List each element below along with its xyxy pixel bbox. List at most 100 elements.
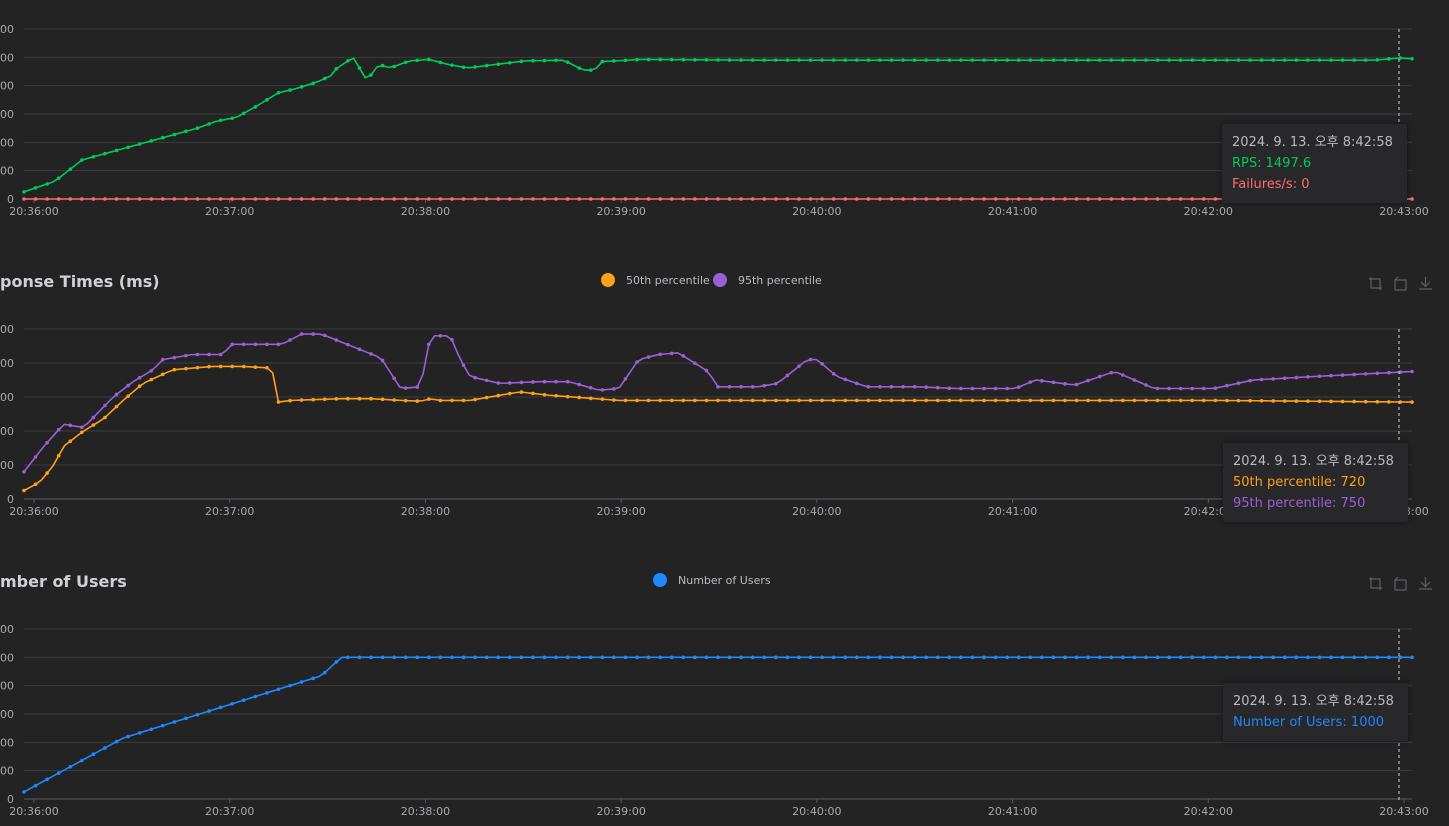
data-point xyxy=(1213,398,1218,403)
data-point xyxy=(727,385,732,389)
restore-icon[interactable] xyxy=(1393,276,1408,291)
y-tick-label: 00 xyxy=(0,765,14,778)
data-point xyxy=(1190,398,1195,403)
response-tooltip-p50: 50th percentile: 720 xyxy=(1233,475,1366,490)
data-point xyxy=(1306,655,1310,660)
data-point xyxy=(218,705,223,710)
data-point xyxy=(311,397,315,402)
data-point xyxy=(1398,655,1403,660)
data-point xyxy=(473,655,477,660)
data-point xyxy=(265,342,269,347)
data-point xyxy=(45,471,49,475)
data-point xyxy=(912,197,917,201)
data-point xyxy=(947,58,952,62)
data-point xyxy=(91,752,96,757)
data-point xyxy=(508,655,512,660)
data-point xyxy=(1097,398,1102,403)
data-point xyxy=(68,197,73,201)
data-point xyxy=(1178,58,1183,62)
data-point xyxy=(889,398,894,403)
data-point xyxy=(993,655,998,660)
data-point xyxy=(1051,398,1056,403)
data-point xyxy=(588,68,593,72)
data-point xyxy=(450,63,454,67)
data-point xyxy=(334,67,339,71)
data-point xyxy=(1144,58,1148,62)
data-point xyxy=(149,368,154,373)
data-point xyxy=(33,455,38,459)
data-point xyxy=(1086,197,1090,201)
chart-title: ponse Times (ms) xyxy=(0,272,160,291)
download-icon[interactable] xyxy=(1418,576,1433,591)
data-point xyxy=(1410,400,1414,404)
response-tooltip-p95: 95th percentile: 750 xyxy=(1233,496,1366,511)
data-point xyxy=(531,380,535,384)
crop-icon[interactable] xyxy=(1368,276,1383,291)
data-point xyxy=(565,379,570,384)
data-point xyxy=(716,385,720,389)
data-point xyxy=(496,381,501,385)
data-point xyxy=(195,126,200,130)
data-point xyxy=(843,655,848,660)
data-point xyxy=(774,58,778,62)
x-tick-label: 20:42:00 xyxy=(1184,205,1233,218)
data-point xyxy=(1363,399,1368,404)
data-point xyxy=(866,197,871,201)
data-point xyxy=(207,197,211,201)
data-point xyxy=(808,655,813,660)
data-point xyxy=(172,367,177,372)
data-point xyxy=(808,398,813,403)
data-point xyxy=(866,655,871,660)
data-point xyxy=(380,397,385,402)
download-icon[interactable] xyxy=(1418,276,1433,291)
data-point xyxy=(600,197,605,201)
data-point xyxy=(982,197,986,201)
data-point xyxy=(299,680,304,684)
data-point xyxy=(103,197,107,201)
data-point xyxy=(635,655,639,660)
data-point xyxy=(1317,655,1322,660)
data-point xyxy=(681,398,686,403)
restore-icon[interactable] xyxy=(1393,576,1408,591)
data-point xyxy=(1375,400,1380,404)
data-point xyxy=(831,398,836,403)
response-toolbox xyxy=(1368,276,1433,291)
data-point xyxy=(473,65,477,69)
data-point xyxy=(184,366,188,371)
crop-icon[interactable] xyxy=(1368,576,1383,591)
data-point xyxy=(427,57,431,62)
data-point xyxy=(1352,372,1356,377)
data-point xyxy=(1317,374,1322,379)
data-point xyxy=(935,655,940,660)
data-point xyxy=(843,377,848,382)
data-point xyxy=(438,398,443,403)
data-point xyxy=(912,385,917,389)
data-point xyxy=(1155,58,1160,62)
data-point xyxy=(739,385,743,389)
data-point xyxy=(704,368,709,373)
data-point xyxy=(1317,399,1322,404)
data-point xyxy=(253,342,258,347)
data-point xyxy=(855,58,859,62)
x-tick-label: 20:41:00 xyxy=(988,205,1037,218)
data-point xyxy=(993,58,998,62)
y-tick-label: 00 xyxy=(0,23,14,36)
series-line xyxy=(23,656,1412,793)
data-point xyxy=(265,691,269,695)
data-point xyxy=(704,655,709,660)
data-point xyxy=(704,197,709,201)
data-point xyxy=(519,655,524,660)
data-point xyxy=(1074,197,1079,201)
data-point xyxy=(912,58,917,62)
data-point xyxy=(1306,375,1310,379)
data-point xyxy=(716,655,720,660)
data-point xyxy=(91,155,96,159)
data-point xyxy=(403,386,408,390)
data-point xyxy=(959,655,963,660)
y-tick-label: 00 xyxy=(0,459,14,472)
data-point xyxy=(299,197,304,201)
data-point xyxy=(207,709,211,713)
x-tick-label: 20:43:00 xyxy=(1379,805,1428,818)
data-point xyxy=(785,655,790,660)
